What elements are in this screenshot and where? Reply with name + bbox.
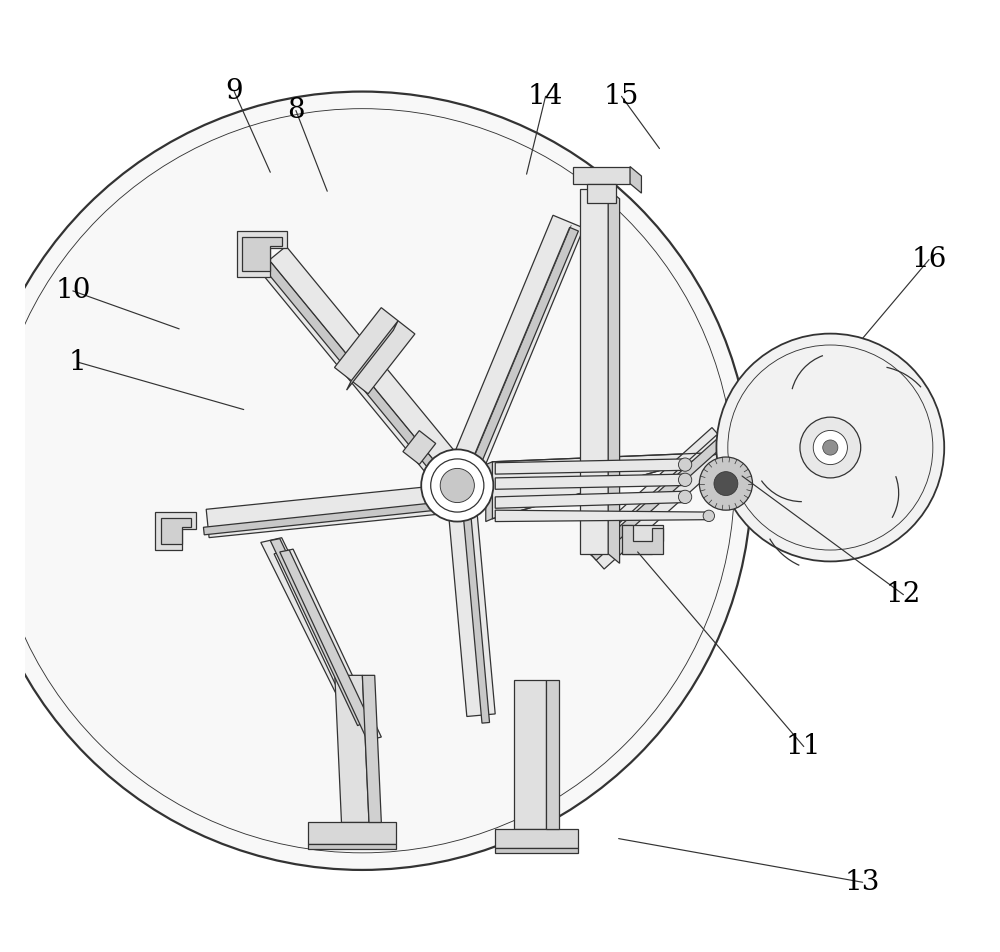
Circle shape (0, 91, 752, 870)
Text: 12: 12 (886, 581, 921, 608)
Circle shape (714, 471, 738, 496)
Text: 16: 16 (911, 246, 947, 273)
Circle shape (678, 473, 692, 486)
Circle shape (823, 440, 838, 455)
Circle shape (813, 430, 847, 465)
Polygon shape (347, 321, 398, 390)
Circle shape (800, 417, 861, 478)
Text: 10: 10 (55, 277, 91, 305)
Polygon shape (203, 503, 437, 535)
Circle shape (699, 457, 752, 510)
Polygon shape (161, 518, 191, 545)
Polygon shape (206, 486, 442, 538)
Polygon shape (622, 526, 663, 554)
Polygon shape (573, 167, 630, 184)
Polygon shape (495, 510, 709, 522)
Polygon shape (495, 848, 578, 853)
Polygon shape (308, 844, 396, 849)
Polygon shape (264, 262, 447, 482)
Circle shape (678, 458, 692, 471)
Polygon shape (403, 430, 436, 465)
Polygon shape (486, 462, 492, 522)
Polygon shape (495, 474, 685, 489)
Circle shape (440, 468, 474, 503)
Polygon shape (590, 436, 726, 560)
Polygon shape (514, 680, 546, 829)
Polygon shape (261, 538, 372, 727)
Polygon shape (274, 549, 381, 742)
Polygon shape (495, 491, 685, 508)
Polygon shape (630, 167, 641, 193)
Circle shape (716, 333, 944, 562)
Text: 8: 8 (287, 97, 305, 124)
Polygon shape (467, 228, 578, 476)
Polygon shape (580, 189, 608, 554)
Polygon shape (270, 539, 367, 725)
Polygon shape (237, 231, 287, 277)
Text: 13: 13 (845, 869, 880, 896)
Text: 1: 1 (69, 348, 86, 376)
Polygon shape (582, 427, 734, 569)
Polygon shape (495, 829, 578, 848)
Text: 15: 15 (604, 83, 639, 109)
Polygon shape (308, 823, 396, 844)
Text: 14: 14 (528, 83, 563, 109)
Polygon shape (362, 675, 381, 823)
Circle shape (703, 510, 715, 522)
Circle shape (421, 449, 493, 522)
Polygon shape (334, 307, 415, 394)
Circle shape (431, 459, 484, 512)
Circle shape (678, 490, 692, 504)
Polygon shape (280, 550, 377, 740)
Polygon shape (448, 504, 495, 717)
Polygon shape (492, 452, 723, 519)
Text: 9: 9 (225, 78, 243, 105)
Polygon shape (155, 512, 196, 550)
Polygon shape (546, 680, 559, 829)
Polygon shape (608, 189, 620, 564)
Polygon shape (463, 512, 490, 724)
Polygon shape (258, 247, 462, 483)
Text: 11: 11 (786, 733, 822, 760)
Polygon shape (622, 526, 663, 554)
Polygon shape (451, 215, 584, 473)
Polygon shape (587, 435, 723, 557)
Polygon shape (587, 184, 616, 203)
Polygon shape (242, 237, 282, 271)
Polygon shape (335, 675, 369, 823)
Polygon shape (495, 459, 685, 474)
